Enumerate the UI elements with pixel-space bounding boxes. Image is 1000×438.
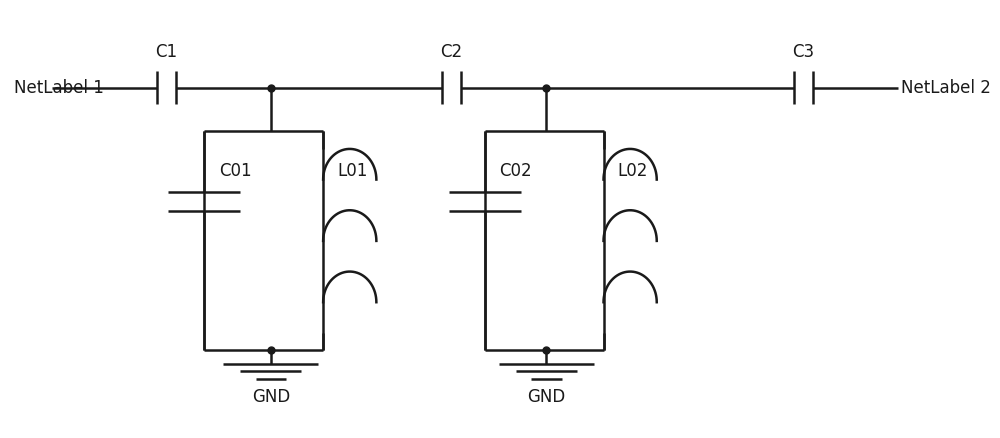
Text: C1: C1 — [155, 43, 177, 61]
Text: C3: C3 — [792, 43, 814, 61]
Text: L01: L01 — [337, 162, 368, 180]
Text: L02: L02 — [618, 162, 648, 180]
Text: NetLabel 1: NetLabel 1 — [14, 78, 104, 97]
Text: C02: C02 — [499, 162, 532, 180]
Text: GND: GND — [527, 388, 566, 406]
Text: GND: GND — [252, 388, 290, 406]
Text: NetLabel 2: NetLabel 2 — [901, 78, 991, 97]
Text: C01: C01 — [219, 162, 252, 180]
Text: C2: C2 — [440, 43, 463, 61]
